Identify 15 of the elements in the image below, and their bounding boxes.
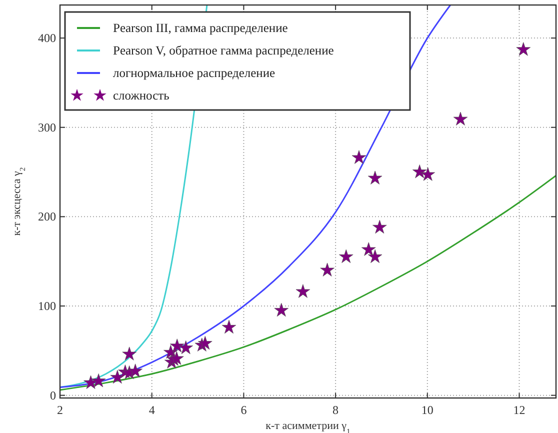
legend-label: сложность bbox=[113, 88, 170, 102]
legend-label: Pearson V, обратное гамма распределение bbox=[113, 44, 334, 58]
y-tick-label: 0 bbox=[50, 388, 56, 402]
legend-label: логнормальное распределение bbox=[113, 66, 276, 80]
x-tick-label: 2 bbox=[57, 403, 63, 417]
y-tick-label: 100 bbox=[38, 299, 56, 313]
x-tick-label: 8 bbox=[332, 403, 339, 417]
x-tick-label: 4 bbox=[148, 403, 155, 417]
x-tick-label: 12 bbox=[513, 403, 526, 417]
x-tick-label: 10 bbox=[421, 403, 434, 417]
x-tick-label: 6 bbox=[240, 403, 247, 417]
y-tick-label: 300 bbox=[38, 120, 56, 134]
legend-label: Pearson III, гамма распределение bbox=[113, 21, 288, 35]
y-tick-label: 400 bbox=[38, 31, 56, 46]
y-tick-label: 200 bbox=[38, 210, 56, 224]
